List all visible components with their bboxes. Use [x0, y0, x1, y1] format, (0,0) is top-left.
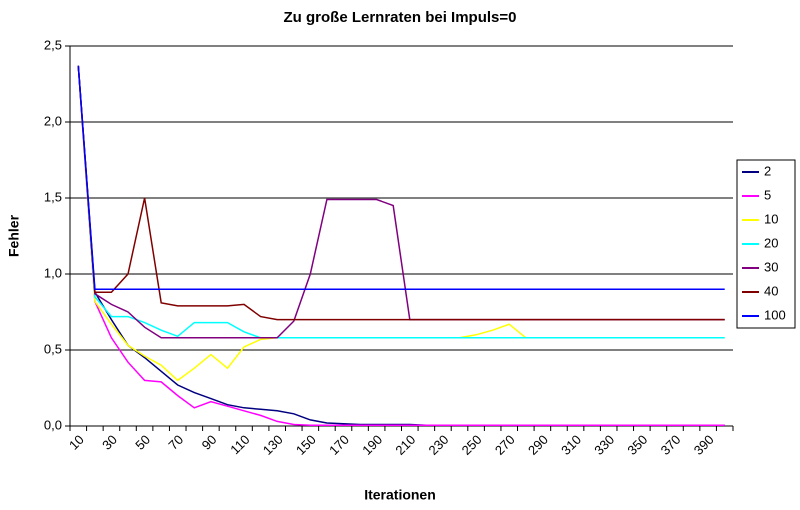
x-tick-label: 290 — [525, 432, 551, 458]
x-tick-label: 130 — [260, 432, 286, 458]
x-tick-label: 310 — [558, 432, 584, 458]
y-tick-label: 1,5 — [44, 189, 62, 204]
legend-label: 100 — [764, 307, 786, 322]
y-tick-label: 1,0 — [44, 265, 62, 280]
legend-label: 40 — [764, 283, 778, 298]
x-tick-label: 190 — [359, 432, 385, 458]
x-tick-label: 10 — [66, 432, 87, 453]
legend-label: 10 — [764, 211, 778, 226]
series-line — [77, 65, 725, 290]
x-tick-label: 330 — [591, 432, 617, 458]
x-tick-label: 230 — [426, 432, 452, 458]
x-tick-label: 30 — [99, 432, 120, 453]
x-axis-title: Iterationen — [364, 487, 436, 503]
legend-label: 5 — [764, 187, 771, 202]
y-tick-label: 0,0 — [44, 417, 62, 432]
y-tick-label: 0,5 — [44, 341, 62, 356]
x-tick-label: 210 — [392, 432, 418, 458]
legend-label: 20 — [764, 235, 778, 250]
legend-label: 30 — [764, 259, 778, 274]
y-tick-label: 2,0 — [44, 113, 62, 128]
x-tick-label: 70 — [165, 432, 186, 453]
y-axis-title: Fehler — [6, 214, 22, 257]
series-line — [77, 65, 725, 321]
series-line — [77, 65, 725, 382]
x-tick-label: 370 — [658, 432, 684, 458]
x-tick-label: 50 — [132, 432, 153, 453]
x-tick-label: 250 — [459, 432, 485, 458]
x-tick-label: 90 — [199, 432, 220, 453]
x-tick-label: 170 — [326, 432, 352, 458]
series-line — [77, 65, 725, 339]
x-tick-label: 270 — [492, 432, 518, 458]
series-line — [77, 65, 725, 339]
x-tick-label: 350 — [624, 432, 650, 458]
x-tick-label: 150 — [293, 432, 319, 458]
y-tick-label: 2,5 — [44, 37, 62, 52]
chart-title: Zu große Lernraten bei Impuls=0 — [284, 9, 517, 26]
legend-label: 2 — [764, 163, 771, 178]
series-line — [77, 65, 725, 426]
x-tick-label: 390 — [691, 432, 717, 458]
x-tick-label: 110 — [227, 432, 252, 457]
series-line — [77, 65, 725, 426]
